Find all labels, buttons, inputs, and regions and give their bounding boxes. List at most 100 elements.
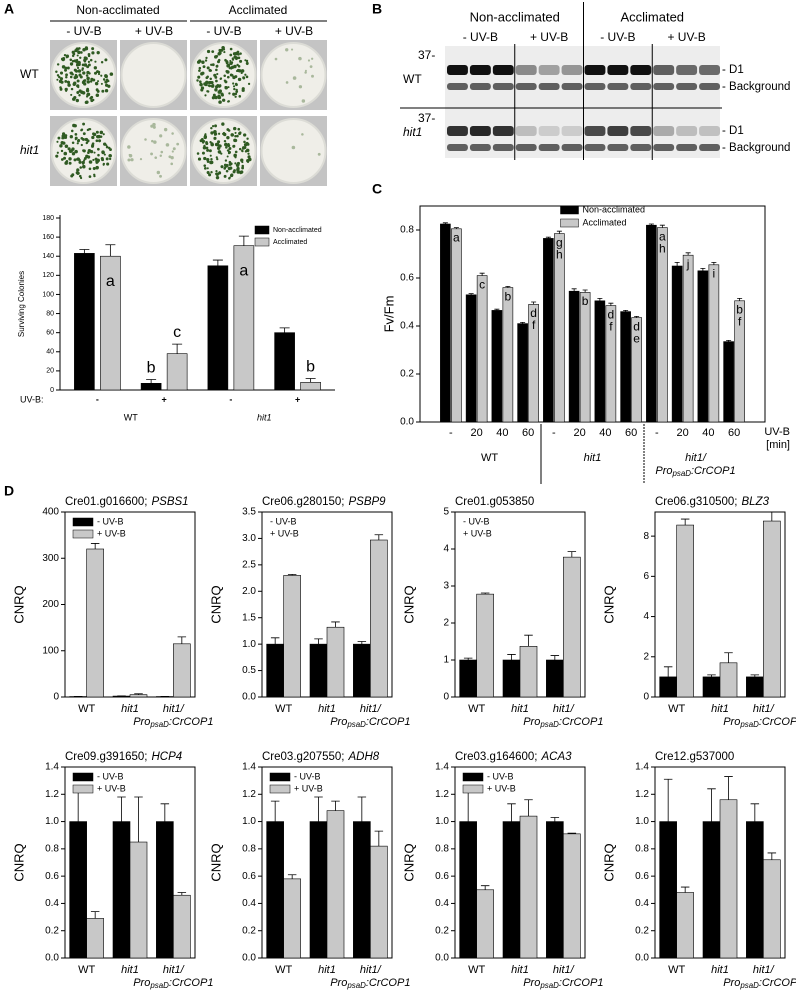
colony <box>203 135 207 140</box>
colony <box>78 89 82 93</box>
y-tick-label: 120 <box>42 272 54 279</box>
colony <box>298 85 303 89</box>
colony <box>86 80 91 84</box>
colony <box>228 92 231 95</box>
colony <box>72 82 76 86</box>
y-axis-label: Surviving Colonies <box>17 271 26 337</box>
colony <box>76 66 80 70</box>
colony <box>234 131 237 134</box>
bar <box>69 821 87 959</box>
error-bar <box>374 534 384 541</box>
error-bar <box>567 832 577 834</box>
colony <box>233 153 237 158</box>
colony <box>204 94 207 97</box>
colony <box>216 157 219 161</box>
bar <box>440 223 451 423</box>
bar-letter: a <box>659 229 666 243</box>
bar <box>476 275 488 423</box>
colony <box>214 75 218 79</box>
error-bar <box>212 259 223 266</box>
colony <box>245 75 249 79</box>
colony <box>103 153 106 156</box>
bar-letter: b <box>597 303 604 317</box>
chart-title: Cre01.g053850 <box>455 496 534 508</box>
bar-letter: e <box>519 325 526 339</box>
colony <box>224 85 227 89</box>
colony <box>95 88 99 92</box>
y-tick-label: 0 <box>50 387 54 394</box>
y-tick-label: 1.2 <box>635 789 649 800</box>
legend-swatch <box>269 784 291 794</box>
strain-label: PropsaD:CrCOP1 <box>523 977 603 990</box>
error-bar <box>79 249 90 254</box>
treatment-label: Non-acclimated <box>76 3 159 17</box>
blot-band <box>538 83 560 90</box>
colony <box>74 149 78 154</box>
colony <box>71 141 75 145</box>
bar-letter: f <box>598 315 602 329</box>
colony <box>223 139 227 143</box>
colony <box>90 95 94 99</box>
bar <box>451 228 462 423</box>
colony <box>66 66 70 70</box>
legend-label: - UV-B <box>270 516 297 526</box>
row-label: hit1 <box>20 143 39 157</box>
colony <box>70 148 74 152</box>
uvb-label: + UV-B <box>275 24 313 38</box>
x-tick-label: hit1 <box>121 703 139 715</box>
error-bar <box>270 637 280 645</box>
error-bar <box>314 638 323 645</box>
bar <box>370 845 388 959</box>
strain-part: :CrCOP1 <box>169 716 214 728</box>
colony <box>159 174 162 178</box>
blot-band <box>447 65 468 75</box>
colony <box>139 158 143 161</box>
error-bar <box>357 641 367 645</box>
panel-label: A <box>4 1 14 17</box>
colony <box>159 154 163 158</box>
y-tick-label: 400 <box>42 507 59 518</box>
colony <box>237 127 241 131</box>
legend-label: - UV-B <box>97 516 124 526</box>
colony <box>93 66 98 70</box>
y-tick-label: 140 <box>42 253 54 260</box>
colony <box>84 56 88 61</box>
blot-band <box>630 83 652 90</box>
colony <box>218 84 222 88</box>
y-tick-label: 80 <box>46 310 54 317</box>
colony <box>304 69 307 72</box>
colony <box>229 61 233 66</box>
y-tick-label: 0.0 <box>635 953 649 964</box>
bar <box>676 892 694 959</box>
strain-label: hit1/ <box>360 964 382 976</box>
bar <box>646 224 657 423</box>
y-tick-label: 0.8 <box>635 843 649 854</box>
bar <box>659 676 677 698</box>
bar-letter: b <box>505 289 512 303</box>
panel-label: D <box>4 483 14 499</box>
x-tick-label: WT <box>275 964 292 976</box>
colony <box>165 143 170 147</box>
colony <box>60 149 64 153</box>
blot-band <box>607 83 629 90</box>
colony <box>223 74 226 78</box>
bar <box>519 815 538 959</box>
bar-letter: b <box>468 297 475 311</box>
chart-title: Cre06.g280150; PSBP9 <box>262 496 386 508</box>
colony <box>76 91 80 95</box>
x-axis-label: UV-B <box>764 426 790 438</box>
colony <box>100 82 103 85</box>
colony <box>309 65 313 69</box>
colony <box>232 92 236 96</box>
colony <box>218 101 221 104</box>
colony <box>79 56 82 59</box>
bar <box>129 841 148 959</box>
bar-letter: f <box>532 318 536 332</box>
colony <box>96 50 100 55</box>
bar-letter: c <box>700 273 706 287</box>
colony <box>214 88 218 92</box>
y-tick-label: 0.8 <box>400 225 414 236</box>
error-bar <box>663 666 673 677</box>
colony <box>234 162 237 165</box>
x-tick-label: hit1 <box>318 703 336 715</box>
